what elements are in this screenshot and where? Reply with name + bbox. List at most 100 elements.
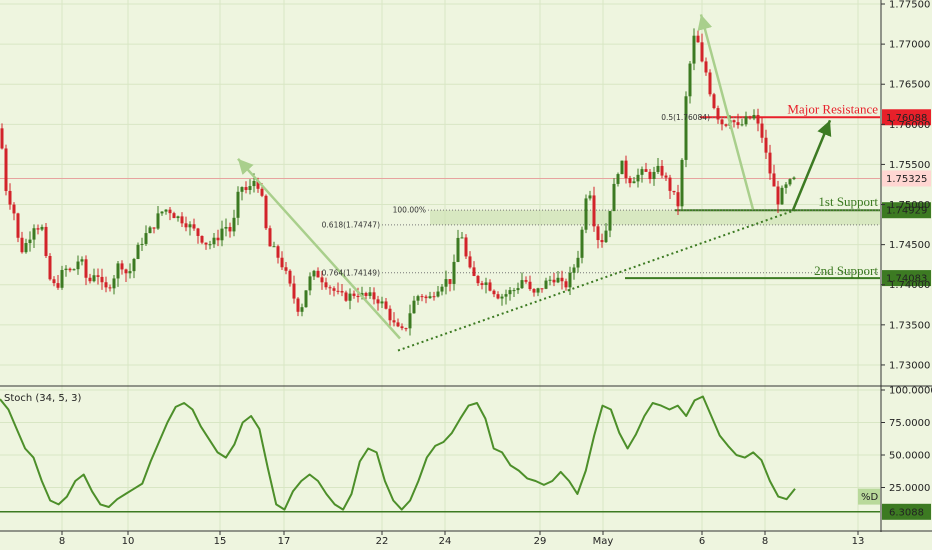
- candle-body: [700, 42, 704, 62]
- candle-body: [696, 35, 700, 43]
- osc-tick-label: 75.0000: [889, 418, 930, 429]
- candle-body: [380, 301, 384, 304]
- candle-body: [244, 187, 248, 190]
- candle-body: [28, 239, 32, 244]
- candle-body: [716, 108, 720, 120]
- price-badge-label: 1.74929: [886, 206, 927, 217]
- fib-label: 0.5(1.76084): [661, 113, 710, 122]
- time-tick-label: 6: [699, 536, 705, 547]
- time-tick-label: 8: [762, 536, 768, 547]
- candle-body: [180, 216, 184, 224]
- candle-body: [368, 292, 372, 296]
- candle-body: [328, 287, 332, 289]
- candle-body: [372, 292, 376, 300]
- candle-body: [248, 186, 252, 190]
- candle-body: [52, 279, 56, 284]
- price-badge: [882, 270, 931, 287]
- candle-body: [528, 281, 532, 290]
- candle-body: [568, 272, 572, 288]
- candle-body: [64, 268, 68, 271]
- candle-body: [36, 228, 40, 230]
- candle-body: [464, 237, 468, 257]
- candle-body: [352, 293, 356, 296]
- candle-body: [408, 313, 412, 329]
- stoch-current-box: [858, 488, 880, 505]
- candle-body: [692, 35, 696, 64]
- time-tick-label: 24: [439, 536, 452, 547]
- candle-body: [776, 186, 780, 205]
- candle-body: [552, 279, 556, 283]
- candle-body: [488, 282, 492, 291]
- time-tick-label: 15: [214, 536, 227, 547]
- candle-body: [392, 320, 396, 323]
- candle-body: [256, 181, 260, 189]
- annotations: Major Resistance 1st Support 2nd Support 10…: [237, 14, 931, 352]
- candle-body: [656, 165, 660, 172]
- candle-body: [720, 119, 724, 125]
- candle-body: [664, 175, 668, 178]
- candle-body: [260, 188, 264, 196]
- osc-tick-label: 25.0000: [889, 483, 930, 494]
- candle-body: [712, 94, 716, 109]
- candle-body: [724, 124, 728, 126]
- fib-label: 100.00%: [393, 206, 426, 215]
- price-badge-label: 1.76088: [886, 113, 927, 124]
- osc-tick-label: 100.0000: [889, 386, 932, 397]
- candle-body: [400, 326, 404, 329]
- candle-body: [56, 283, 60, 288]
- fib-zone: [430, 210, 880, 225]
- candle-body: [292, 283, 296, 299]
- candle-body: [748, 116, 752, 119]
- candle-body: [88, 277, 92, 282]
- fib-label: 0.764(1.74149): [322, 268, 380, 277]
- candle-body: [32, 228, 36, 240]
- candle-body: [604, 230, 608, 243]
- candle-body: [632, 181, 636, 184]
- time-tick-label: May: [593, 536, 614, 547]
- time-tick-label: 29: [534, 536, 547, 547]
- candle-body: [320, 277, 324, 283]
- candle-body: [772, 173, 776, 187]
- candle-body: [740, 124, 744, 126]
- candle-body: [92, 275, 96, 282]
- candle-body: [300, 307, 304, 312]
- time-tick-label: 17: [278, 536, 291, 547]
- candle-body: [296, 298, 300, 312]
- stoch-level-badge-label: 6.3088: [889, 507, 924, 518]
- osc-tick-label: 50.0000: [889, 451, 930, 462]
- candle-body: [332, 288, 336, 291]
- candle-body: [412, 300, 416, 314]
- candle-body: [16, 213, 20, 238]
- candle-body: [396, 322, 400, 327]
- candle-body: [272, 246, 276, 248]
- candle-body: [124, 269, 128, 274]
- candle-body: [564, 281, 568, 288]
- projection-arrow: [791, 119, 832, 211]
- candle-body: [172, 213, 176, 219]
- candle-body: [156, 213, 160, 229]
- candle-body: [232, 217, 236, 232]
- candle-body: [224, 226, 228, 229]
- candle-body: [508, 290, 512, 295]
- candle-body: [336, 290, 340, 292]
- price-badge: [882, 170, 931, 187]
- candle-body: [316, 270, 320, 278]
- time-tick-label: 8: [59, 536, 65, 547]
- candle-body: [40, 226, 44, 230]
- candle-body: [652, 171, 656, 180]
- candle-body: [680, 159, 684, 207]
- candle-body: [284, 267, 288, 271]
- candle-body: [460, 237, 464, 239]
- candle-body: [416, 296, 420, 301]
- candle-body: [516, 288, 520, 291]
- candle-body: [100, 276, 104, 283]
- candle-body: [160, 211, 164, 214]
- candle-body: [540, 288, 544, 290]
- candle-body: [560, 277, 564, 282]
- candle-body: [424, 296, 428, 299]
- candlesticks: [0, 28, 796, 336]
- candle-body: [468, 256, 472, 268]
- price-tick-label: 1.77000: [889, 40, 930, 51]
